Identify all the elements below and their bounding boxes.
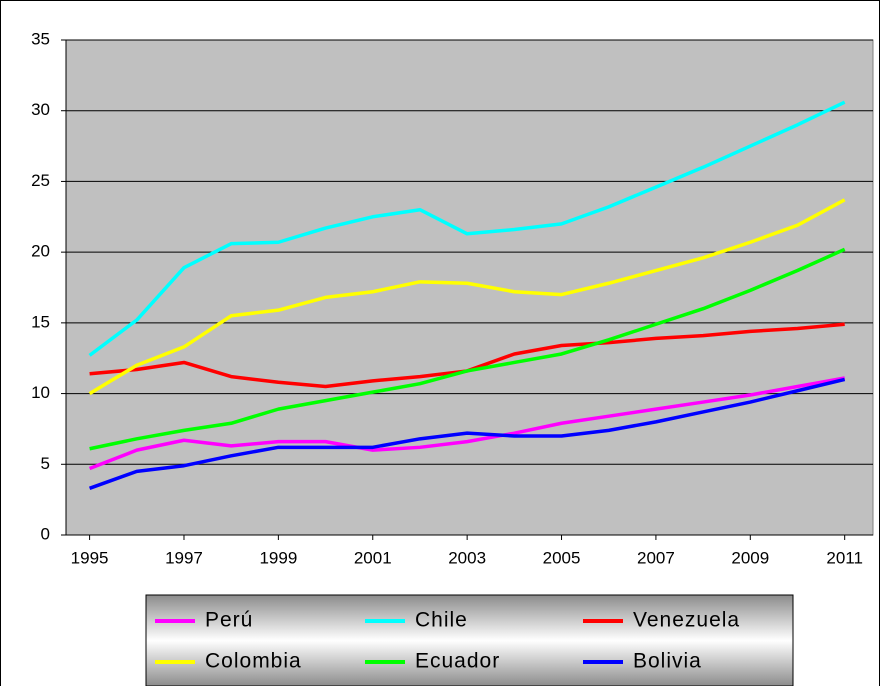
x-tick-label: 1997 [165,548,203,567]
series-line [88,198,846,396]
legend-label: Chile [415,609,468,632]
legend: Perú Chile Venezuela Colombia Ecuador Bolivia [155,609,740,673]
x-tick-label: 1999 [259,548,297,567]
legend-label: Colombia [205,650,302,673]
y-tick-label: 10 [31,383,50,402]
legend-box [145,594,794,686]
y-tick-label: 0 [41,524,50,543]
legend-label: Ecuador [415,650,500,673]
x-tick-label: 2009 [731,548,769,567]
y-tick-label: 35 [31,29,50,48]
y-tick-label: 20 [31,242,50,261]
legend-label: Bolivia [633,650,702,673]
y-tick-label: 5 [41,454,50,473]
plot-area [65,39,874,536]
series-line [88,376,845,471]
x-tick-label: 2011 [826,548,863,567]
x-tick-label: 1995 [71,548,109,567]
y-tick-label: 30 [31,100,50,119]
x-tick-label: 2007 [637,548,675,567]
legend-label: Perú [205,609,253,632]
series-line [88,100,846,357]
y-tick-label: 15 [31,312,50,331]
y-tick-label: 25 [31,171,50,190]
x-tick-label: 2003 [448,548,486,567]
x-tick-label: 2001 [354,548,392,567]
x-tick-label: 2005 [543,548,581,567]
series-line [89,377,846,490]
series-line [89,247,846,451]
legend-label: Venezuela [633,609,740,632]
